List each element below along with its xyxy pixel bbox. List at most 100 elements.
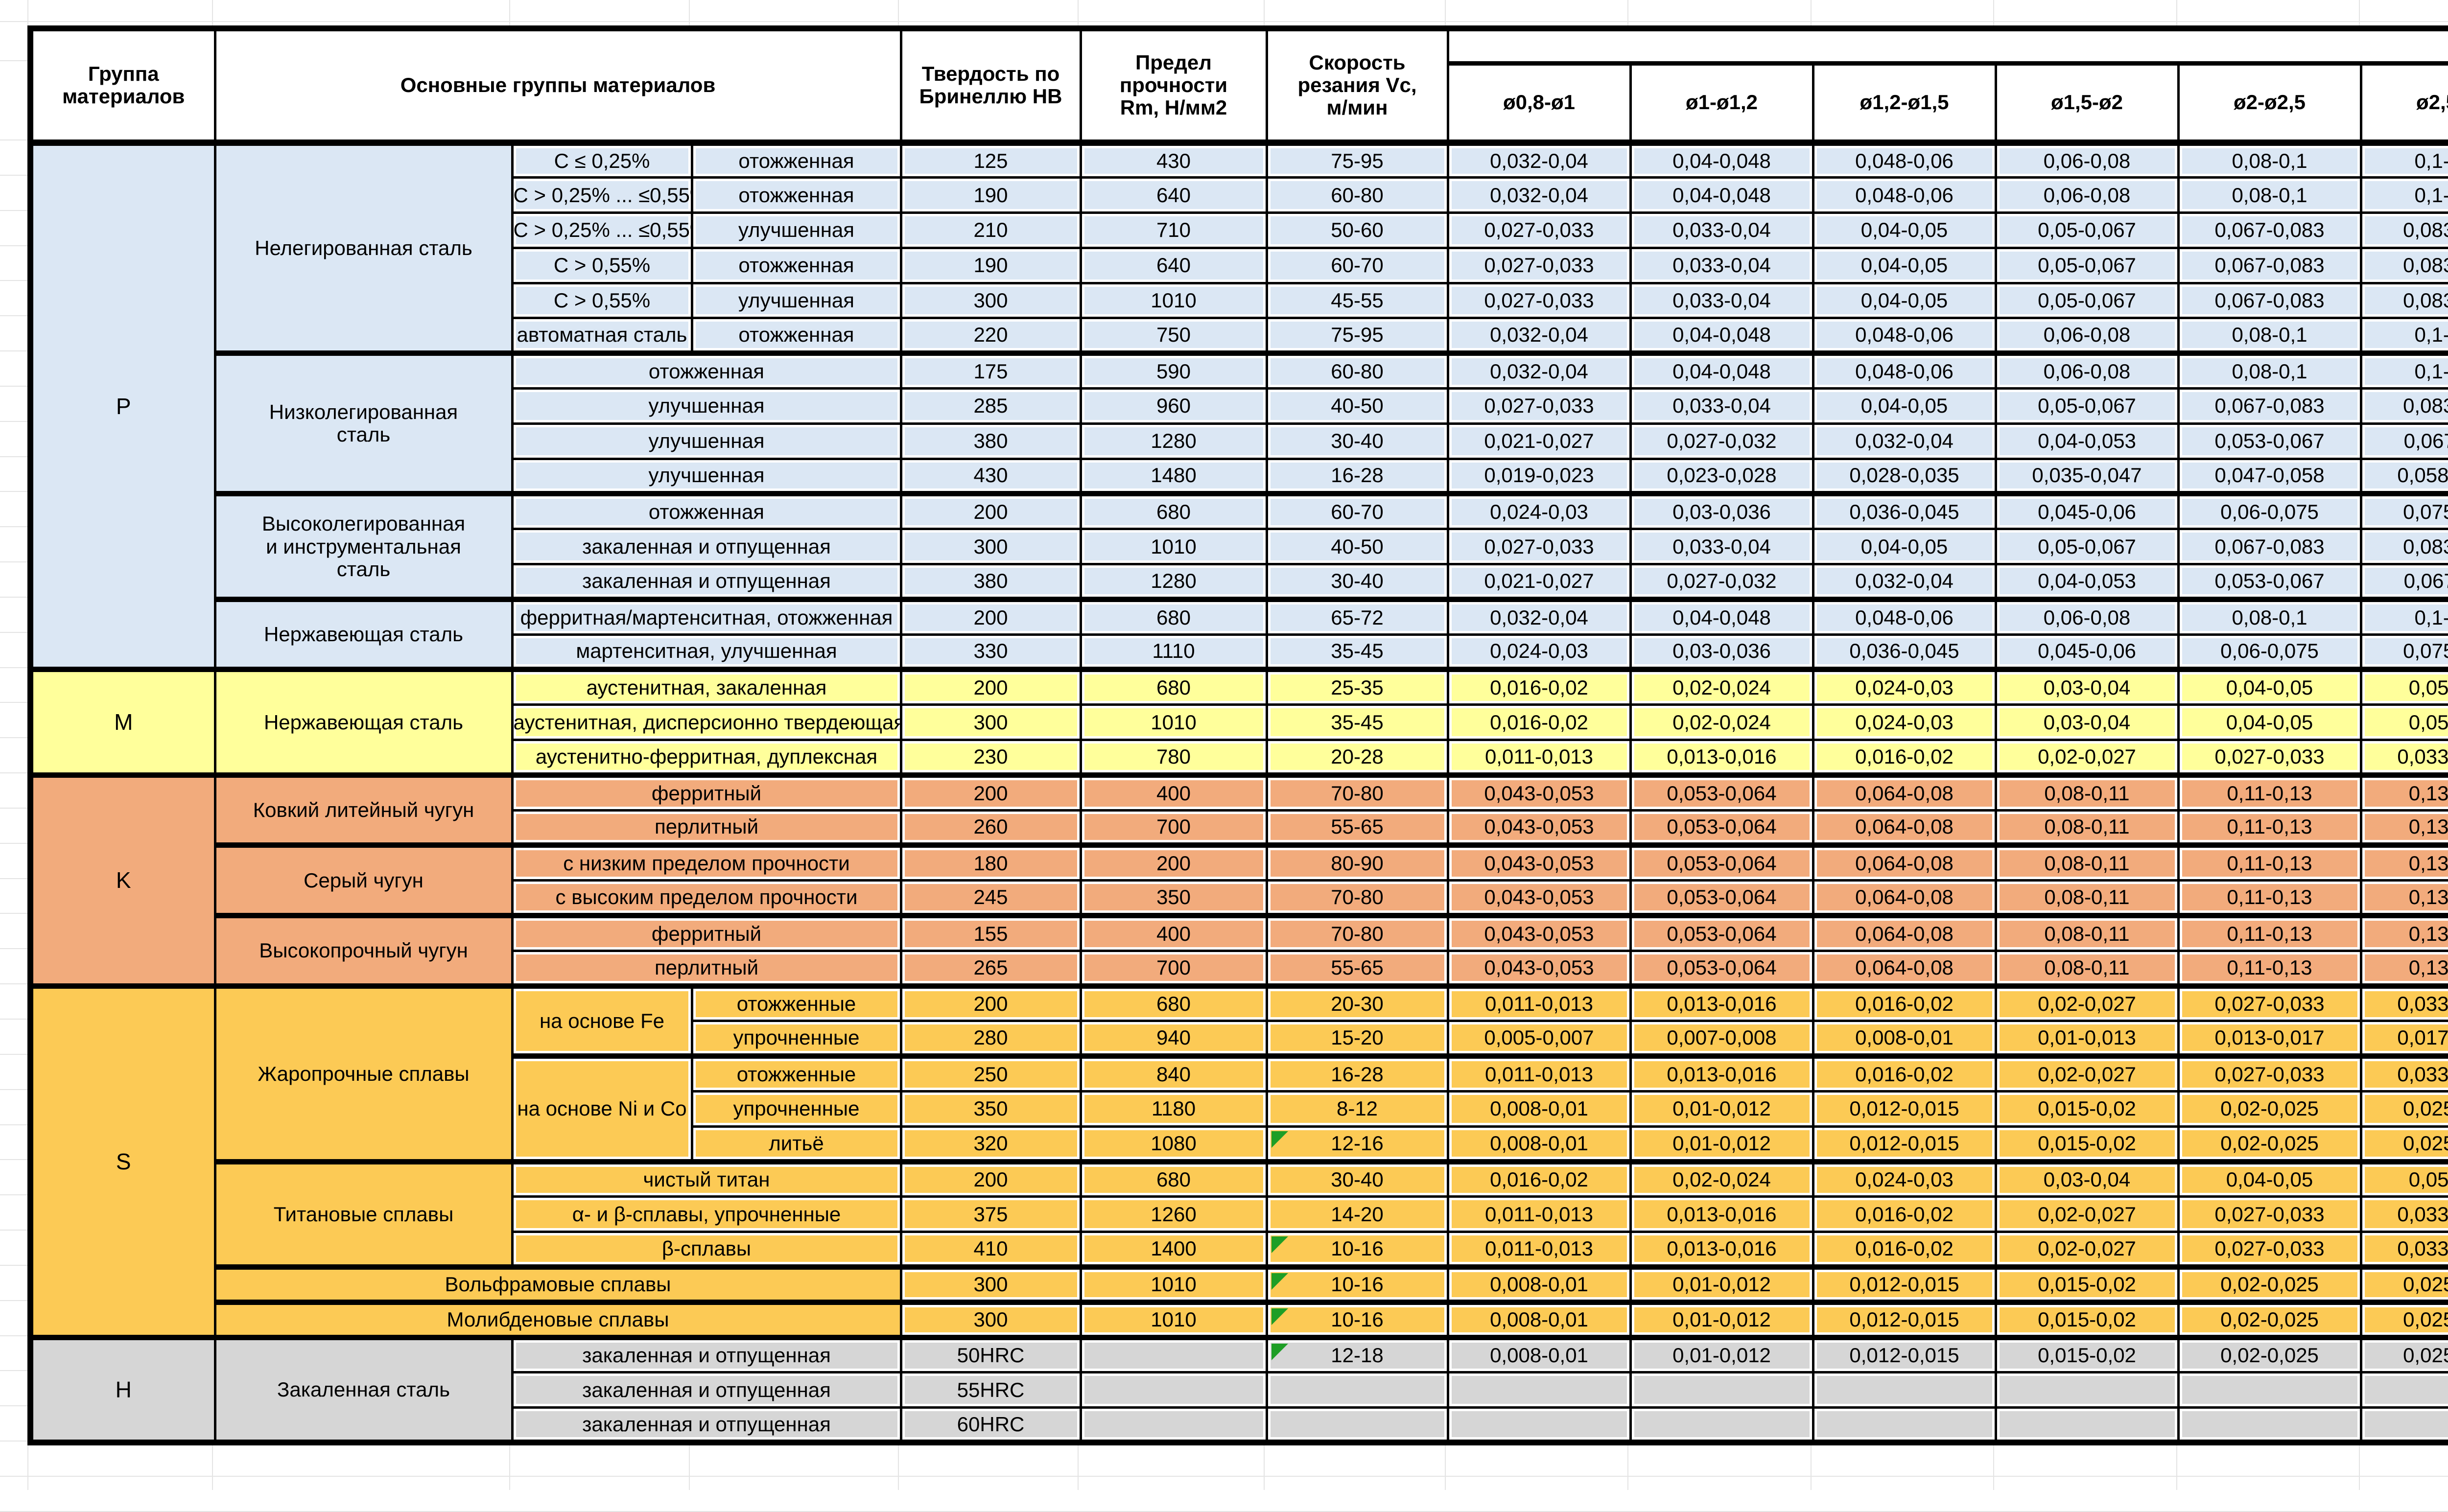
feed-value[interactable]: 0,064-0,08 [1812,842,1997,882]
feed-value[interactable]: 0,027-0,033 [2177,1195,2362,1233]
hardness-value[interactable]: 260 [899,809,1082,847]
feed-value[interactable]: 0,11-0,13 [2177,842,2362,882]
material-sub-label[interactable]: закаленная и отпущенная [511,528,902,566]
strength-value[interactable]: 1280 [1079,563,1268,601]
feed-value[interactable]: 0,032-0,04 [1446,317,1632,355]
feed-value[interactable]: 0,043-0,053 [1446,949,1632,987]
feed-value[interactable]: 0,064-0,08 [1812,913,1997,952]
strength-value[interactable]: 1260 [1079,1195,1268,1233]
strength-value[interactable]: 680 [1079,596,1268,636]
feed-value[interactable]: 0,02-0,024 [1629,703,1814,742]
feed-value[interactable]: 0,024-0,03 [1446,491,1632,531]
hardness-value[interactable]: 155 [899,913,1082,952]
strength-value[interactable]: 700 [1079,949,1268,987]
feed-value[interactable]: 0,04-0,048 [1629,139,1814,179]
feed-value[interactable]: 0,04-0,048 [1629,176,1814,214]
feed-value[interactable]: 0,024-0,03 [1812,703,1997,742]
strength-value[interactable]: 200 [1079,842,1268,882]
hardness-value[interactable]: 60HRC [899,1406,1082,1444]
strength-value[interactable]: 710 [1079,211,1268,249]
feed-value[interactable]: 0,045-0,06 [1994,491,2180,531]
feed-value[interactable]: 0,13-0,21 [2359,772,2448,812]
feed-value[interactable]: 0,11-0,13 [2177,879,2362,917]
feed-value[interactable]: 0,067-0,083 [2177,281,2362,320]
feed-value[interactable]: 0,011-0,013 [1446,983,1632,1023]
feed-value[interactable]: 0,016-0,02 [1446,703,1632,742]
feed-value[interactable]: 0,083-0,13 [2359,281,2448,320]
feed-value[interactable]: 0,01-0,013 [1994,1020,2180,1058]
feed-value[interactable]: 0,012-0,015 [1812,1334,1997,1374]
feed-value[interactable]: 0,017-0,027 [2359,1020,2448,1058]
feed-value[interactable]: 0,01-0,012 [1629,1334,1814,1374]
feed-value[interactable]: 0,016-0,02 [1446,667,1632,706]
hardness-value[interactable]: 190 [899,176,1082,214]
material-sub-label[interactable]: α- и β-сплавы, упрочненные [511,1195,902,1233]
feed-value[interactable]: 0,043-0,053 [1446,913,1632,952]
feed-value[interactable]: 0,032-0,04 [1446,139,1632,179]
feed-value[interactable]: 0,13-0,21 [2359,949,2448,987]
feed-value[interactable]: 0,012-0,015 [1812,1264,1997,1303]
feed-value[interactable]: 0,11-0,13 [2177,913,2362,952]
strength-value[interactable]: 350 [1079,879,1268,917]
strength-value[interactable]: 960 [1079,387,1268,425]
header-diameter-range[interactable]: ø1,5-ø2 [1994,61,2180,146]
feed-value[interactable]: 0,027-0,033 [1446,211,1632,249]
feed-value[interactable]: 0,02-0,027 [1994,1195,2180,1233]
feed-value[interactable] [1629,1406,1814,1444]
cutting-speed-value[interactable]: 16-28 [1265,457,1449,495]
material-sub-label[interactable]: закаленная и отпущенная [511,1334,902,1374]
feed-value[interactable]: 0,027-0,033 [1446,528,1632,566]
feed-value[interactable]: 0,11-0,13 [2177,949,2362,987]
hardness-value[interactable]: 180 [899,842,1082,882]
strength-value[interactable]: 400 [1079,913,1268,952]
strength-value[interactable]: 680 [1079,1159,1268,1198]
feed-value[interactable]: 0,13-0,21 [2359,913,2448,952]
material-sub-label[interactable]: закаленная и отпущенная [511,1406,902,1444]
feed-value[interactable]: 0,032-0,04 [1446,350,1632,390]
feed-value[interactable]: 0,025-0,04 [2359,1334,2448,1374]
feed-value[interactable]: 0,053-0,064 [1629,949,1814,987]
header-diameter-range[interactable]: ø2,5-ø4 [2359,61,2448,146]
hardness-value[interactable]: 210 [899,211,1082,249]
material-sub-label[interactable]: улучшенная [511,387,902,425]
material-sub-label[interactable]: на основе Ni и Co [511,1053,693,1163]
feed-value[interactable]: 0,053-0,064 [1629,842,1814,882]
cutting-speed-value[interactable]: 70-80 [1265,879,1449,917]
feed-value[interactable]: 0,06-0,08 [1994,139,2180,179]
feed-value[interactable]: 0,08-0,1 [2177,596,2362,636]
feed-value[interactable]: 0,013-0,016 [1629,739,1814,776]
feed-value[interactable]: 0,015-0,02 [1994,1125,2180,1163]
material-group-label[interactable]: Низколегированная сталь [213,350,514,495]
cutting-speed-value[interactable]: 30-40 [1265,422,1449,460]
strength-value[interactable]: 430 [1079,139,1268,179]
material-sub-label[interactable]: C > 0,55% [511,281,693,320]
header-diameter-range[interactable]: ø1,2-ø1,5 [1812,61,1997,146]
feed-value[interactable]: 0,03-0,036 [1629,491,1814,531]
feed-value[interactable]: 0,04-0,05 [1812,281,1997,320]
feed-value[interactable]: 0,013-0,016 [1629,1231,1814,1268]
feed-value[interactable]: 0,1-0,16 [2359,176,2448,214]
cutting-speed-value[interactable]: 12-16 [1265,1125,1449,1163]
hardness-value[interactable]: 220 [899,317,1082,355]
feed-value[interactable]: 0,083-0,13 [2359,387,2448,425]
feed-value[interactable]: 0,043-0,053 [1446,842,1632,882]
feed-value[interactable]: 0,08-0,11 [1994,949,2180,987]
hardness-value[interactable]: 280 [899,1020,1082,1058]
feed-value[interactable] [2359,1371,2448,1409]
material-sub-label[interactable]: отожженная [690,246,902,284]
feed-value[interactable]: 0,027-0,033 [1446,246,1632,284]
feed-value[interactable]: 0,064-0,08 [1812,949,1997,987]
cutting-speed-value[interactable]: 60-80 [1265,350,1449,390]
feed-value[interactable]: 0,027-0,032 [1629,563,1814,601]
cutting-speed-value[interactable]: 30-40 [1265,1159,1449,1198]
feed-value[interactable]: 0,025-0,04 [2359,1090,2448,1128]
strength-value[interactable]: 1280 [1079,422,1268,460]
cutting-speed-value[interactable]: 10-16 [1265,1231,1449,1268]
strength-value[interactable]: 1400 [1079,1231,1268,1268]
hardness-value[interactable]: 200 [899,491,1082,531]
material-group-label[interactable]: Нелегированная сталь [213,139,514,355]
feed-value[interactable]: 0,016-0,02 [1812,1053,1997,1093]
feed-value[interactable]: 0,053-0,067 [2177,563,2362,601]
hardness-value[interactable]: 285 [899,387,1082,425]
feed-value[interactable]: 0,1-0,16 [2359,317,2448,355]
